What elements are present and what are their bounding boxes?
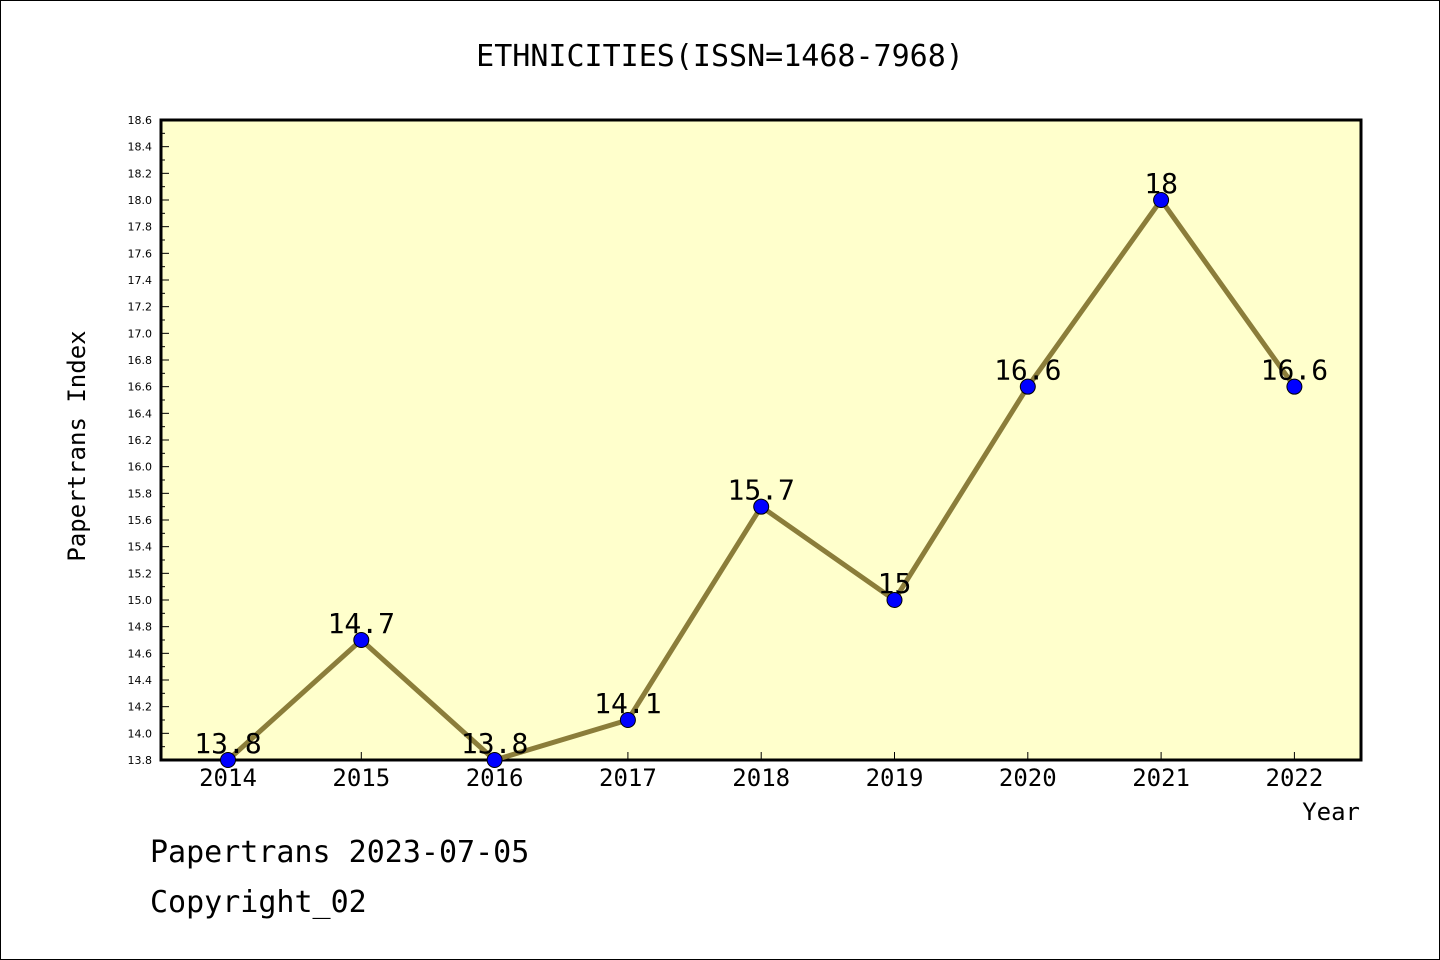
y-tick-label: 15.4 [128, 541, 153, 554]
data-label: 13.8 [194, 727, 261, 760]
data-point-marker [753, 498, 770, 515]
data-label: 15 [878, 567, 912, 600]
data-label: 18 [1144, 167, 1178, 200]
y-tick-label: 17.0 [128, 327, 153, 340]
data-label: 16.6 [994, 354, 1061, 387]
data-point-marker [353, 632, 370, 648]
y-tick-label: 14.8 [128, 621, 153, 634]
y-tick-label: 15.0 [128, 594, 153, 607]
y-tick-label: 17.4 [128, 274, 153, 287]
data-point-marker [1153, 192, 1170, 208]
x-tick-label: 2017 [599, 764, 657, 792]
data-point-marker [886, 592, 903, 608]
footer-date: Papertrans 2023-07-05 [150, 835, 530, 870]
data-point-marker [1286, 378, 1303, 395]
y-tick-label: 16.0 [128, 461, 153, 474]
data-point-marker [1019, 378, 1036, 395]
data-point-marker [220, 752, 236, 768]
y-tick-label: 14.4 [128, 674, 153, 687]
y-tick-label: 15.6 [128, 514, 153, 527]
x-tick-label: 2016 [466, 764, 524, 792]
y-tick-label: 17.6 [128, 247, 153, 260]
x-tick-label: 2022 [1266, 764, 1324, 792]
y-tick-label: 18.2 [128, 167, 153, 180]
x-tick-label: 2015 [332, 764, 390, 792]
x-tick-label: 2021 [1132, 764, 1190, 792]
data-label: 13.8 [461, 727, 528, 760]
y-tick-label: 13.8 [128, 754, 153, 767]
data-label: 16.6 [1261, 354, 1328, 387]
footer-copyright: Copyright_02 [150, 885, 367, 920]
y-tick-label: 16.2 [128, 434, 153, 447]
x-tick-label: 2018 [732, 764, 790, 792]
y-tick-label: 14.2 [128, 701, 153, 714]
data-point-marker [619, 712, 636, 728]
data-label: 14.7 [328, 607, 395, 640]
y-axis-label: Papertrans Index [63, 330, 91, 561]
data-point-marker [486, 752, 503, 768]
x-axis-label: Year [1302, 798, 1360, 826]
y-tick-label: 18.4 [128, 141, 153, 154]
x-tick-label: 2020 [999, 764, 1057, 792]
y-tick-label: 14.6 [128, 647, 153, 660]
y-axis: 13.8 14.0 14.2 14.4 14.6 14.8 15.0 15.2 15.4 15.6… [128, 114, 169, 767]
data-label: 15.7 [727, 474, 794, 507]
y-tick-label: 17.2 [128, 301, 153, 314]
y-tick-label: 14.0 [128, 727, 153, 740]
y-tick-label: 18.0 [128, 194, 153, 207]
y-tick-label: 15.2 [128, 567, 153, 580]
data-labels: 13.8 14.7 13.8 14.1 15.7 15 16.6 18 16.6 [194, 167, 1328, 760]
data-points [220, 192, 1303, 768]
x-tick-label: 2014 [199, 764, 257, 792]
y-tick-label: 16.4 [128, 407, 153, 420]
data-label: 14.1 [594, 687, 661, 720]
y-tick-label: 17.8 [128, 221, 153, 234]
y-tick-label: 16.6 [128, 381, 153, 394]
y-tick-label: 18.6 [128, 114, 153, 127]
chart-title: ETHNICITIES(ISSN=1468-7968) [476, 39, 964, 74]
y-tick-label: 16.8 [128, 354, 153, 367]
x-axis: 2014 2015 2016 2017 2018 2019 2020 2021 2022 [199, 752, 1323, 792]
x-tick-label: 2019 [866, 764, 924, 792]
plot-area [159, 118, 1363, 762]
y-tick-label: 15.8 [128, 487, 153, 500]
